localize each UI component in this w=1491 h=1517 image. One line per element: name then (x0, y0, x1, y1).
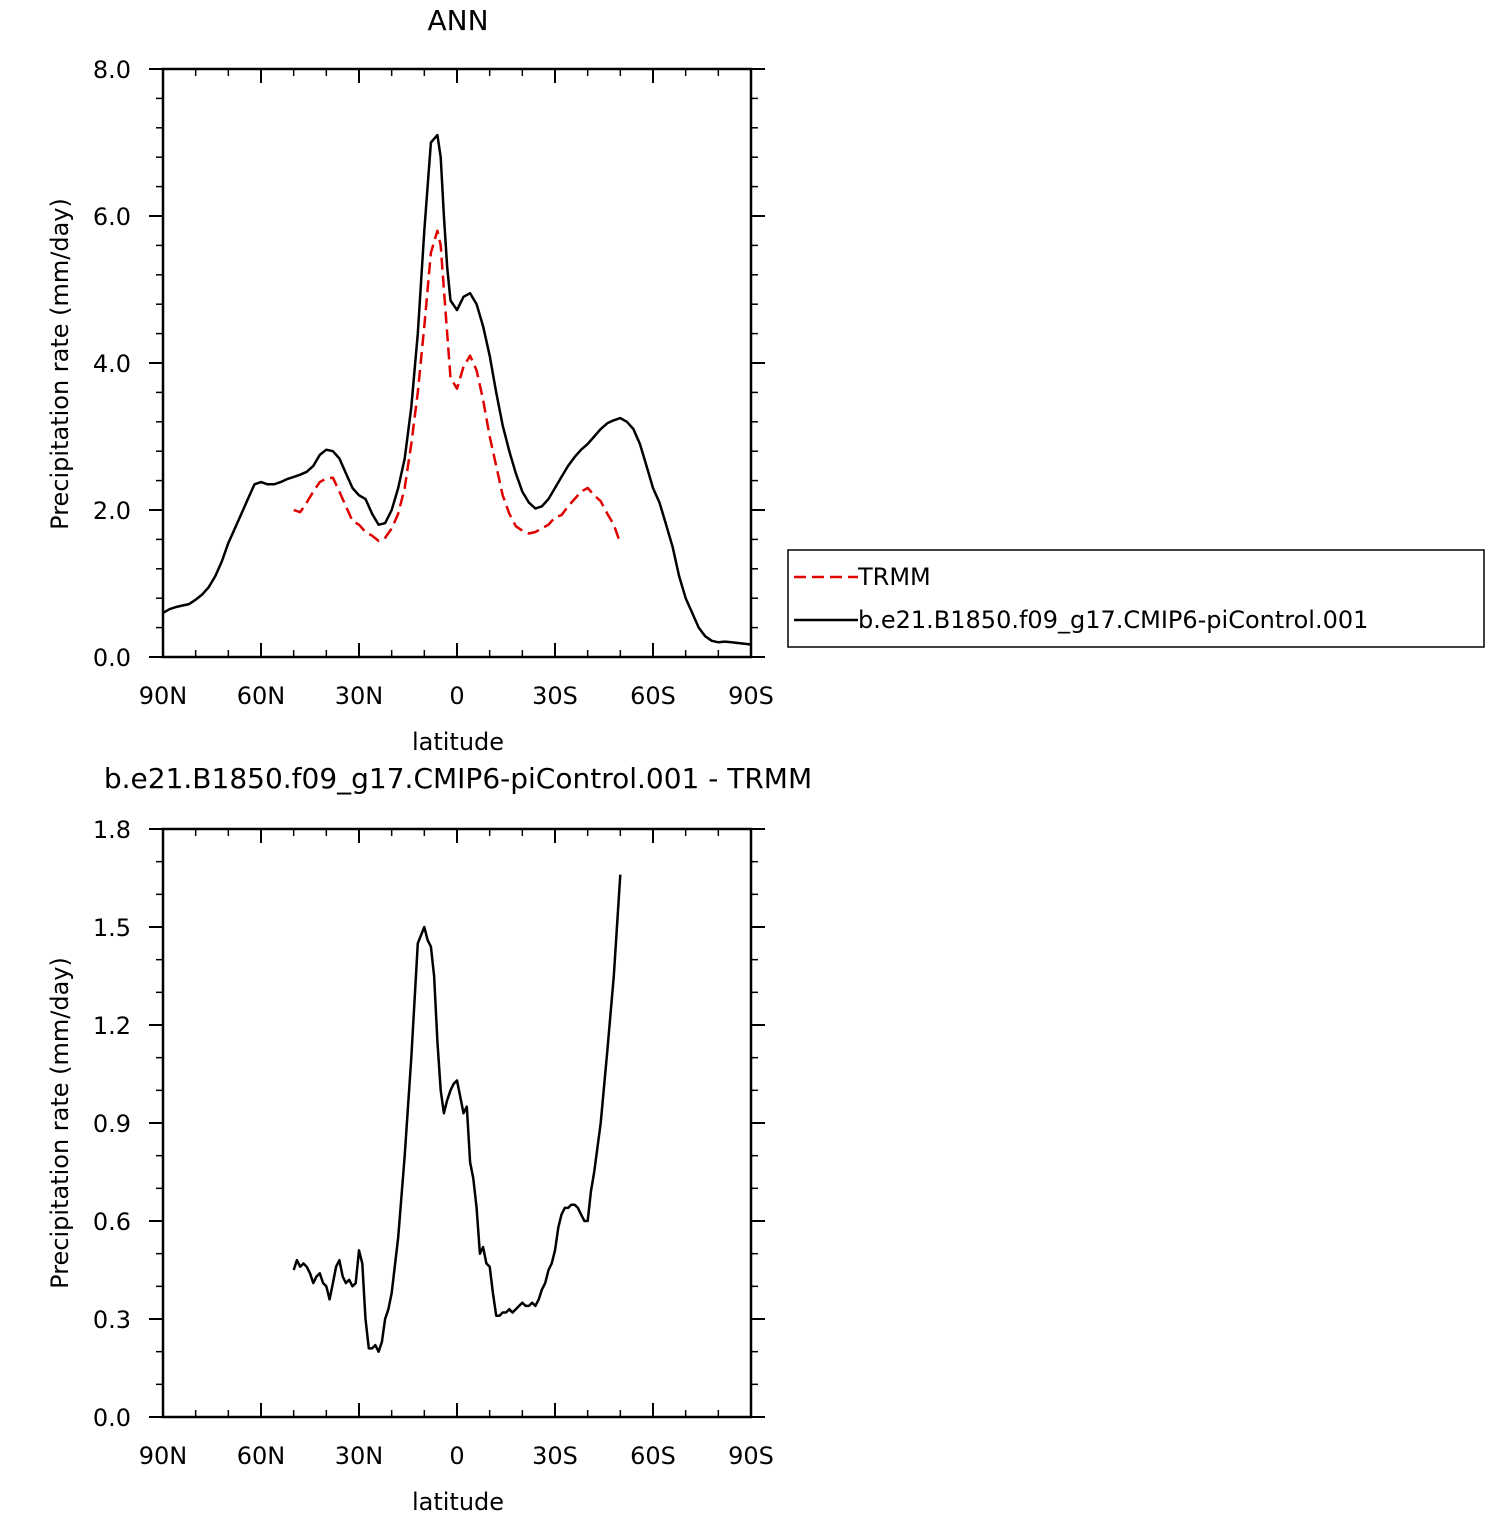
x-tick-label: 30S (532, 1442, 578, 1470)
x-axis-label: latitude (412, 728, 504, 756)
y-axis-label: Precipitation rate (mm/day) (46, 198, 74, 530)
series-line-1 (162, 133, 752, 646)
y-tick-label: 6.0 (93, 203, 131, 231)
x-tick-label: 30N (335, 682, 384, 710)
x-tick-label: 90S (728, 682, 774, 710)
series-line-0 (292, 874, 622, 1353)
series-line-0 (293, 229, 622, 544)
x-tick-label: 90S (728, 1442, 774, 1470)
panel-difference: b.e21.B1850.f09_g17.CMIP6-piControl.001 … (46, 762, 812, 1516)
x-tick-label: 60S (630, 682, 676, 710)
x-tick-label: 30S (532, 682, 578, 710)
x-tick-label: 0 (449, 1442, 464, 1470)
x-tick-label: 90N (139, 682, 188, 710)
y-axis-label: Precipitation rate (mm/day) (46, 957, 74, 1289)
y-tick-label: 1.2 (93, 1012, 131, 1040)
legend-label-trmm: TRMM (857, 563, 931, 591)
x-tick-label: 0 (449, 682, 464, 710)
y-tick-label: 1.5 (93, 914, 131, 942)
x-tick-label: 90N (139, 1442, 188, 1470)
y-tick-label: 2.0 (93, 497, 131, 525)
y-tick-label: 0.0 (93, 1404, 131, 1432)
x-tick-label: 30N (335, 1442, 384, 1470)
panel-title: ANN (427, 4, 488, 37)
x-tick-label: 60S (630, 1442, 676, 1470)
x-axis-label: latitude (412, 1488, 504, 1516)
y-tick-label: 0.0 (93, 644, 131, 672)
y-tick-label: 4.0 (93, 350, 131, 378)
x-tick-label: 60N (237, 1442, 286, 1470)
legend-box (787, 549, 1485, 648)
x-tick-label: 60N (237, 682, 286, 710)
legend: TRMM b.e21.B1850.f09_g17.CMIP6-piControl… (787, 549, 1485, 648)
y-tick-label: 8.0 (93, 56, 131, 84)
plot-frame (161, 67, 753, 659)
panel-title: b.e21.B1850.f09_g17.CMIP6-piControl.001 … (104, 762, 812, 795)
y-tick-label: 0.3 (93, 1306, 131, 1334)
y-tick-label: 0.6 (93, 1208, 131, 1236)
panel-annual-mean: ANN latitude Precipitation rate (mm/day)… (46, 4, 1485, 756)
plot-frame (161, 827, 753, 1419)
legend-label-model: b.e21.B1850.f09_g17.CMIP6-piControl.001 (858, 606, 1368, 634)
y-tick-label: 0.9 (93, 1110, 131, 1138)
y-tick-label: 1.8 (93, 816, 131, 844)
